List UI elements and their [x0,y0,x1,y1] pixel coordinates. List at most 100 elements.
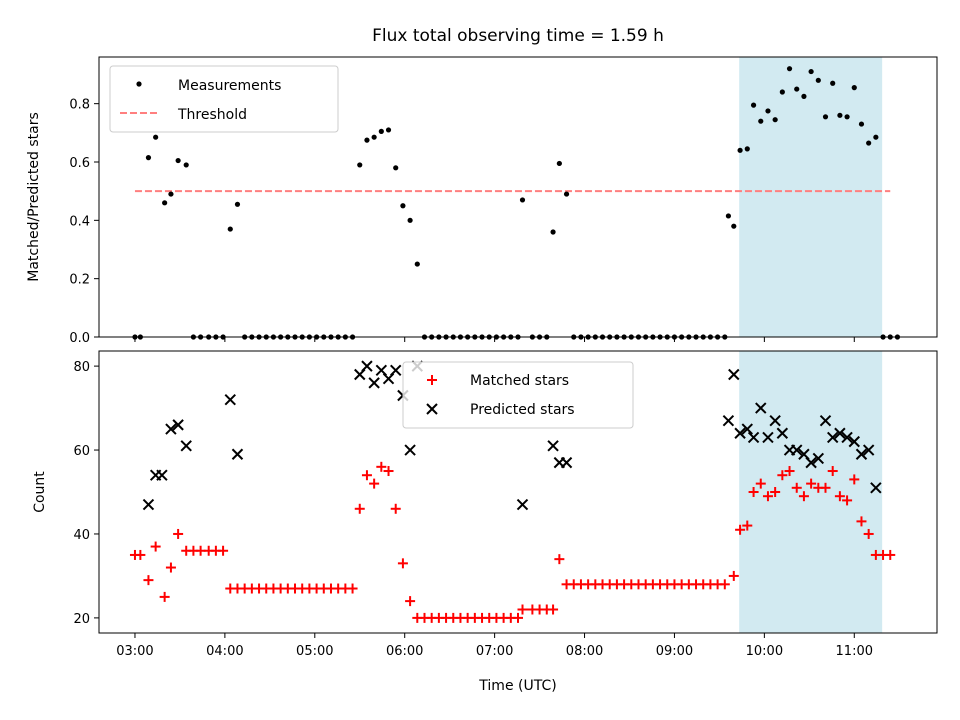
measurement-point [563,191,570,197]
matched-stars-point [165,562,176,573]
predicted-stars-point [728,368,740,381]
legend-measurements-label: Measurements [178,78,281,94]
top-x-ticks [134,337,855,342]
bottom-panel: 03:00 04:00 05:00 06:00 07:00 08:00 09:00 10:00… [32,350,938,694]
predicted-stars-point [747,431,760,444]
measurement-point [873,134,879,140]
y-tick-label: 40 [73,528,90,543]
top-y-axis-label: Matched/Predicted stars [26,112,42,282]
shaded-region-rect [739,57,883,337]
measurement-point [808,68,814,75]
matched-stars-point [513,612,523,623]
measurement-point [400,203,406,209]
bottom-data-layer [129,360,896,623]
measurement-point [725,213,731,219]
predicted-stars-point [180,440,192,452]
matched-stars-point [517,604,528,615]
measurement-point [153,134,159,140]
measurement-point [794,86,800,92]
measurement-point [786,66,793,72]
predicted-stars-point [165,423,177,435]
x-axis-label: Time (UTC) [478,678,556,694]
legend-matched-stars-label: Matched stars [470,373,569,389]
top-legend-box [109,65,339,133]
matched-stars-point [735,524,746,535]
measurement-point [779,89,785,95]
predicted-stars-point [224,393,236,406]
predicted-stars-point [368,377,380,389]
measurement-point [844,114,850,120]
predicted-stars-point [826,431,839,444]
matched-stars-point [885,549,896,560]
predicted-stars-point [516,498,529,511]
y-tick-label: 0.2 [69,273,90,288]
predicted-stars-point [172,419,184,431]
predicted-stars-point [547,440,559,452]
measurement-point [378,128,384,134]
matched-stars-point [849,474,860,485]
matched-stars-point [791,482,802,493]
y-tick-label: 0.0 [69,331,90,346]
matched-stars-point [863,528,874,539]
measurement-point [815,77,821,83]
measurement-point [371,134,377,140]
y-tick-label: 0.4 [69,214,90,229]
y-tick-label: 80 [73,360,90,375]
measurement-point [364,137,370,143]
matched-stars-point [719,579,730,590]
predicted-stars-point [805,456,817,469]
predicted-stars-point [741,423,753,435]
matched-stars-point [784,466,795,477]
bottom-y-axis-label: Count [32,471,48,513]
legend-measurements-marker [136,81,142,87]
matched-stars-point [361,470,372,481]
measurement-point [550,229,556,235]
bottom-legend: Matched stars Predicted stars [402,361,634,429]
measurement-point [234,201,241,207]
y-tick-label: 20 [73,612,90,627]
x-tick-label: 04:00 [206,644,243,659]
measurement-point [183,162,189,168]
measurement-point [414,261,420,267]
measurement-point [801,93,807,99]
predicted-stars-point [404,444,416,456]
matched-stars-point [159,591,170,602]
matched-stars-point [405,596,416,607]
predicted-stars-point [231,448,244,460]
matched-stars-point [777,470,788,481]
predicted-stars-point [862,444,875,456]
matched-stars-point [218,545,229,556]
matched-stars-point [390,503,401,514]
matched-stars-point [347,583,358,594]
predicted-stars-point [361,360,373,372]
matched-stars-point [827,466,838,477]
measurement-point [357,162,363,168]
predicted-stars-point [762,431,774,444]
measurement-point [407,217,413,223]
measurement-point [744,146,750,152]
bottom-legend-box [402,361,634,429]
x-tick-label: 08:00 [566,644,603,659]
predicted-stars-point [855,448,868,460]
measurement-point [385,127,392,133]
x-tick-label: 09:00 [656,644,693,659]
matched-stars-point [376,461,387,472]
matched-stars-point [834,491,845,502]
measurement-point [175,157,181,164]
predicted-stars-point [142,498,155,511]
legend-matched-stars-marker [427,375,437,385]
measurement-point [519,197,526,203]
predicted-stars-point [812,452,825,465]
y-tick-label: 60 [73,444,90,459]
x-tick-label: 05:00 [296,644,333,659]
measurement-point [227,226,233,232]
legend-predicted-stars-label: Predicted stars [470,402,575,418]
bottom-x-ticks: 03:00 04:00 05:00 06:00 07:00 08:00 09:00 10:00… [116,633,873,659]
predicted-stars-point [834,427,846,439]
measurement-point [851,85,857,91]
matched-stars-point [354,503,365,514]
matched-stars-point [806,478,817,489]
predicted-stars-point [791,444,803,456]
predicted-stars-point [819,414,832,427]
matched-stars-point [150,541,161,552]
